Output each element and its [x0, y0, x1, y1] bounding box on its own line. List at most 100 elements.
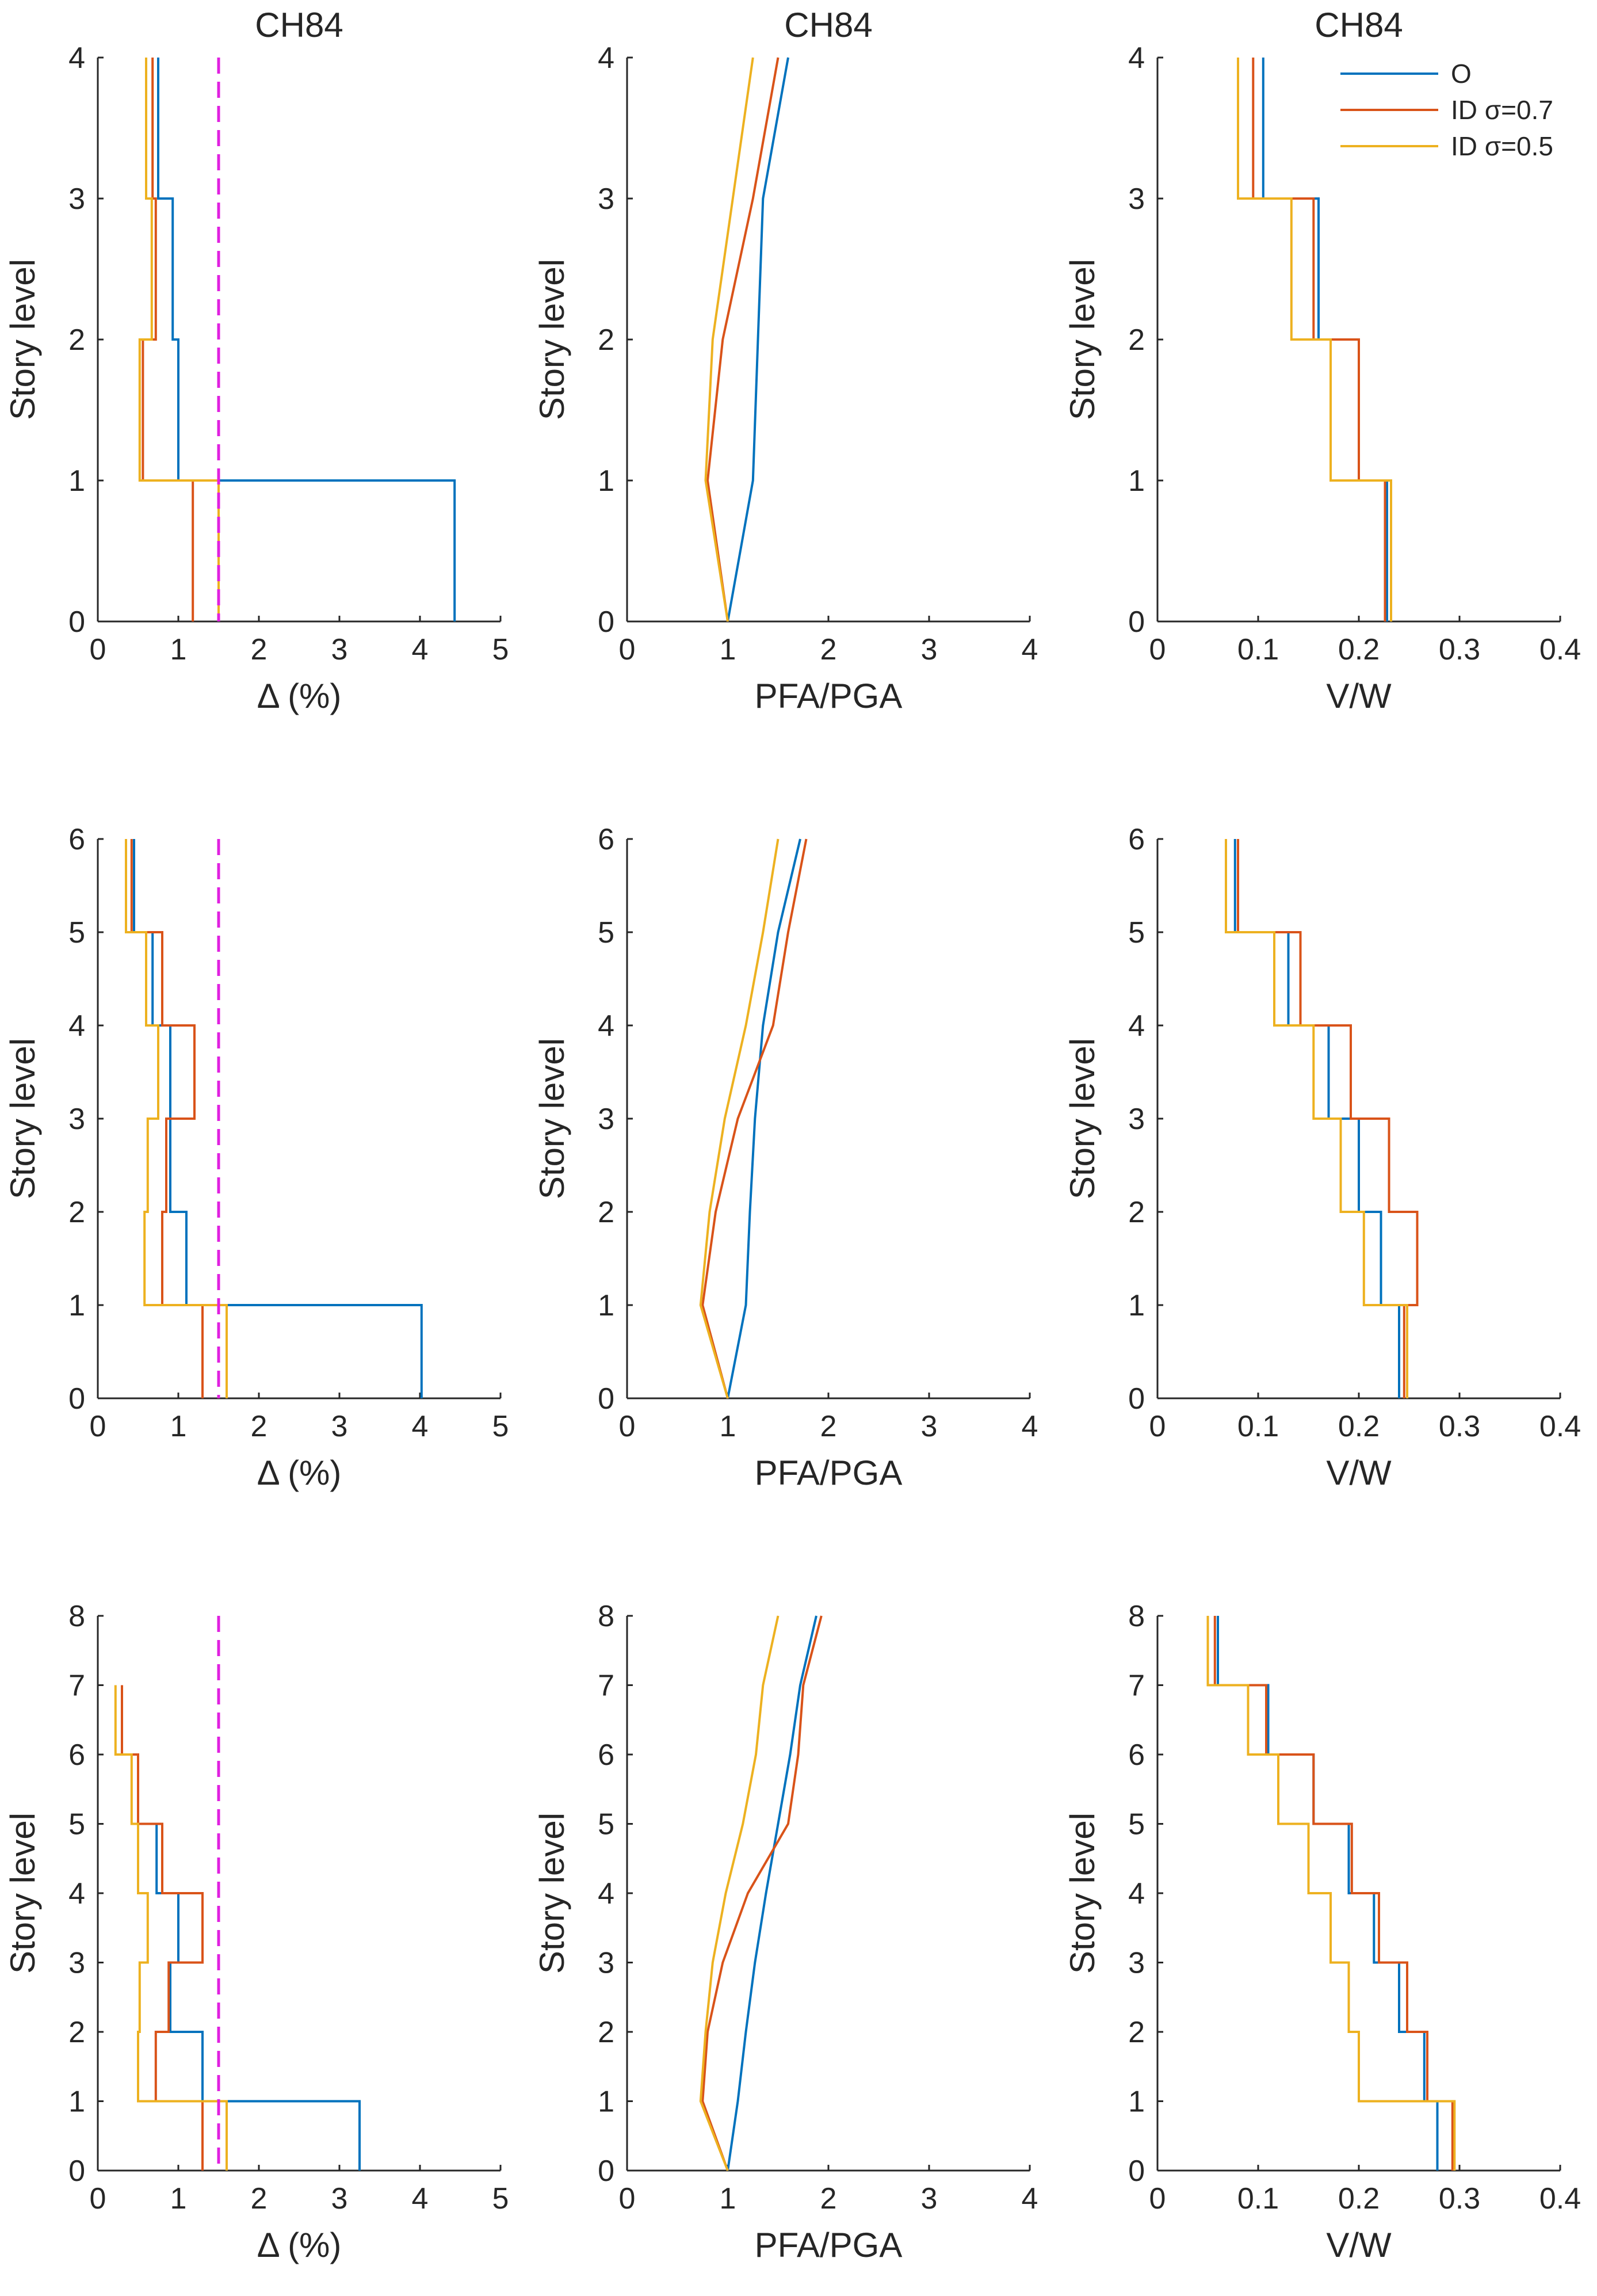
x-tick-label: 0.1 — [1237, 633, 1279, 666]
x-axis-label: PFA/PGA — [755, 2226, 903, 2264]
series-line — [699, 838, 780, 1399]
series-line — [701, 838, 808, 1399]
x-tick-label: 0.3 — [1439, 1410, 1480, 1443]
y-tick-label: 4 — [1128, 41, 1145, 75]
chart-title: CH84 — [1315, 6, 1403, 44]
y-axis-label: Story level — [533, 1038, 571, 1199]
x-tick-label: 0 — [619, 633, 636, 666]
x-tick-label: 1 — [170, 633, 187, 666]
x-tick-label: 4 — [1022, 2182, 1038, 2215]
y-tick-label: 5 — [1128, 916, 1145, 949]
y-tick-label: 7 — [68, 1669, 85, 1703]
x-tick-label: 5 — [492, 633, 509, 666]
legend: O ID σ=0.7 ID σ=0.5 — [1340, 59, 1553, 161]
x-tick-label: 0.3 — [1439, 633, 1480, 666]
y-tick-label: 2 — [68, 323, 85, 357]
x-tick-label: 0.2 — [1338, 1410, 1380, 1443]
chart-panel-4: 0 1 2 3 4 5 0 1 2 3 4 5 6 Δ (%) Story level — [3, 823, 509, 1492]
x-tick-label: 3 — [331, 633, 348, 666]
y-tick-label: 3 — [68, 182, 85, 216]
y-tick-label: 2 — [598, 1196, 614, 1229]
chart-panel-3: 0 0.1 0.2 0.3 0.4 0 1 2 3 4 V/W Story level CH84 — [1063, 6, 1581, 715]
y-tick-label: 6 — [598, 823, 614, 856]
x-tick-label: 4 — [412, 1410, 429, 1443]
y-tick-label: 7 — [598, 1669, 614, 1703]
x-tick-label: 0.3 — [1439, 2182, 1480, 2215]
y-tick-label: 2 — [598, 2016, 614, 2049]
y-tick-label: 6 — [68, 823, 85, 856]
x-axis-label: V/W — [1326, 677, 1392, 715]
x-tick-label: 4 — [1022, 633, 1038, 666]
x-tick-label: 0 — [1149, 1410, 1166, 1443]
legend-label: O — [1451, 59, 1472, 89]
y-tick-label: 0 — [68, 1382, 85, 1416]
y-axis-label: Story level — [3, 259, 42, 420]
y-tick-label: 1 — [68, 1289, 85, 1322]
x-tick-label: 0.2 — [1338, 633, 1380, 666]
x-tick-label: 3 — [921, 633, 938, 666]
chart-panel-6: 0 0.1 0.2 0.3 0.4 0 1 2 3 4 5 6 V/W Story level — [1063, 823, 1581, 1492]
y-tick-label: 4 — [1128, 1009, 1145, 1043]
x-tick-label: 0 — [1149, 2182, 1166, 2215]
y-tick-label: 4 — [68, 41, 85, 75]
series-line — [1213, 1616, 1454, 2171]
series-line — [125, 839, 228, 1398]
y-tick-label: 2 — [68, 1196, 85, 1229]
y-tick-label: 1 — [1128, 464, 1145, 498]
y-tick-label: 7 — [1128, 1669, 1145, 1703]
x-tick-label: 2 — [251, 2182, 268, 2215]
x-tick-label: 1 — [170, 2182, 187, 2215]
x-axis-label: V/W — [1326, 2226, 1392, 2264]
x-axis-label: V/W — [1326, 1454, 1392, 1492]
chart-panel-7: 0 1 2 3 4 5 0 1 2 3 4 5 6 7 8 Δ (%) Story level — [3, 1600, 509, 2264]
y-tick-label: 8 — [1128, 1600, 1145, 1633]
x-tick-label: 2 — [251, 633, 268, 666]
chart-panel-1: 0 1 2 3 4 5 0 1 2 3 4 Δ (%) Story level CH84 — [3, 6, 509, 715]
x-tick-label: 0 — [1149, 633, 1166, 666]
y-tick-label: 1 — [1128, 1289, 1145, 1322]
x-axis-label: PFA/PGA — [755, 677, 903, 715]
y-tick-label: 0 — [1128, 2154, 1145, 2188]
x-tick-label: 0 — [90, 2182, 106, 2215]
y-tick-label: 3 — [598, 1947, 614, 1980]
y-tick-label: 3 — [1128, 1947, 1145, 1980]
x-tick-label: 0 — [90, 633, 106, 666]
y-tick-label: 6 — [68, 1738, 85, 1772]
y-tick-label: 0 — [1128, 605, 1145, 639]
y-tick-label: 1 — [1128, 2085, 1145, 2119]
y-axis-label: Story level — [533, 259, 571, 420]
x-tick-label: 2 — [251, 1410, 268, 1443]
series-line — [727, 1615, 817, 2171]
series-line — [727, 57, 789, 622]
y-axis-label: Story level — [3, 1038, 42, 1199]
x-tick-label: 2 — [820, 633, 837, 666]
y-tick-label: 2 — [1128, 1196, 1145, 1229]
y-tick-label: 5 — [68, 1808, 85, 1841]
y-tick-label: 2 — [68, 2016, 85, 2049]
series-line — [699, 1615, 780, 2171]
x-tick-label: 5 — [492, 2182, 509, 2215]
x-tick-label: 2 — [820, 1410, 837, 1443]
y-tick-label: 0 — [1128, 1382, 1145, 1416]
x-tick-label: 0.4 — [1539, 633, 1581, 666]
y-tick-label: 5 — [1128, 1808, 1145, 1841]
x-tick-label: 3 — [921, 2182, 938, 2215]
chart-panel-2: 0 1 2 3 4 0 1 2 3 4 PFA/PGA Story level CH84 — [533, 6, 1038, 715]
series-line — [114, 1685, 228, 2171]
x-tick-label: 0 — [619, 1410, 636, 1443]
legend-label: ID σ=0.5 — [1451, 131, 1553, 161]
y-tick-label: 4 — [598, 1009, 614, 1043]
series-line — [727, 838, 801, 1399]
x-tick-label: 4 — [412, 633, 429, 666]
x-axis-label: Δ (%) — [257, 677, 342, 715]
series-line — [704, 57, 754, 622]
y-tick-label: 5 — [598, 916, 614, 949]
x-axis-label: PFA/PGA — [755, 1454, 903, 1492]
y-tick-label: 0 — [598, 605, 614, 639]
x-tick-label: 0.2 — [1338, 2182, 1380, 2215]
series-line — [1237, 839, 1419, 1398]
y-tick-label: 5 — [598, 1808, 614, 1841]
y-tick-label: 5 — [68, 916, 85, 949]
x-tick-label: 0.1 — [1237, 2182, 1279, 2215]
